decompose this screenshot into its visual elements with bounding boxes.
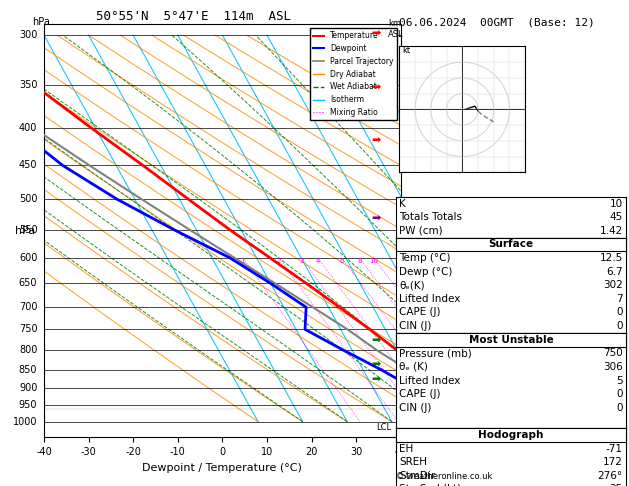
Text: EH: EH — [399, 444, 414, 453]
Text: StmDir: StmDir — [399, 471, 436, 481]
Text: PW (cm): PW (cm) — [399, 226, 443, 236]
Text: 276°: 276° — [598, 471, 623, 481]
Text: 4: 4 — [408, 253, 414, 263]
Text: 10: 10 — [369, 258, 378, 264]
Text: Surface: Surface — [489, 240, 533, 249]
Text: hPa: hPa — [16, 226, 36, 236]
Text: 45: 45 — [610, 212, 623, 222]
Text: 350: 350 — [19, 80, 37, 90]
Text: 600: 600 — [19, 253, 37, 263]
Text: 0: 0 — [616, 403, 623, 413]
Text: Pressure (mb): Pressure (mb) — [399, 348, 472, 358]
Text: SREH: SREH — [399, 457, 428, 467]
Text: Totals Totals: Totals Totals — [399, 212, 462, 222]
Text: StmSpd (kt): StmSpd (kt) — [399, 485, 462, 486]
Text: 302: 302 — [603, 280, 623, 290]
Text: ➡: ➡ — [372, 136, 381, 146]
Text: Hodograph: Hodograph — [479, 430, 543, 440]
Legend: Temperature, Dewpoint, Parcel Trajectory, Dry Adiabat, Wet Adiabat, Isotherm, Mi: Temperature, Dewpoint, Parcel Trajectory… — [309, 28, 397, 120]
Text: Lifted Index: Lifted Index — [399, 376, 461, 385]
Text: 0: 0 — [616, 308, 623, 317]
Text: 4: 4 — [316, 258, 320, 264]
Text: ➡: ➡ — [372, 374, 381, 384]
Text: Lifted Index: Lifted Index — [399, 294, 461, 304]
Text: 3: 3 — [299, 258, 304, 264]
Text: 0: 0 — [616, 389, 623, 399]
Text: 306: 306 — [603, 362, 623, 372]
Text: 850: 850 — [19, 364, 37, 375]
Text: hPa: hPa — [32, 17, 50, 27]
Text: 550: 550 — [19, 225, 37, 235]
Text: 1000: 1000 — [13, 417, 37, 427]
Text: 15: 15 — [395, 258, 404, 264]
Text: LCL: LCL — [376, 423, 391, 432]
Text: 1.42: 1.42 — [599, 226, 623, 236]
Text: θₑ(K): θₑ(K) — [399, 280, 425, 290]
Text: 300: 300 — [19, 30, 37, 40]
Text: 6: 6 — [408, 160, 414, 171]
Text: θₑ (K): θₑ (K) — [399, 362, 428, 372]
Text: 8: 8 — [408, 80, 414, 90]
Text: 06.06.2024  00GMT  (Base: 12): 06.06.2024 00GMT (Base: 12) — [399, 17, 595, 27]
Text: 650: 650 — [19, 278, 37, 288]
Text: ➡: ➡ — [372, 335, 381, 345]
Text: 20: 20 — [415, 258, 423, 264]
Title: 50°55'N  5°47'E  114m  ASL: 50°55'N 5°47'E 114m ASL — [96, 10, 291, 23]
Text: 7: 7 — [408, 122, 414, 133]
Text: 1: 1 — [408, 383, 414, 393]
Text: CIN (J): CIN (J) — [399, 403, 431, 413]
Text: 5: 5 — [616, 376, 623, 385]
Text: K: K — [399, 199, 406, 208]
Text: 5: 5 — [408, 225, 414, 235]
Text: 450: 450 — [19, 160, 37, 171]
Text: ➡: ➡ — [372, 214, 381, 224]
Text: 400: 400 — [19, 122, 37, 133]
Text: 2: 2 — [408, 345, 414, 355]
Text: kt: kt — [403, 46, 411, 55]
Text: 0: 0 — [616, 321, 623, 331]
Text: 3: 3 — [408, 302, 414, 312]
Text: 25: 25 — [430, 258, 438, 264]
Text: 6: 6 — [340, 258, 344, 264]
Text: CIN (J): CIN (J) — [399, 321, 431, 331]
X-axis label: Dewpoint / Temperature (°C): Dewpoint / Temperature (°C) — [142, 463, 303, 473]
Text: 2: 2 — [277, 258, 281, 264]
Text: CAPE (J): CAPE (J) — [399, 389, 441, 399]
Text: 10: 10 — [610, 199, 623, 208]
Text: 800: 800 — [19, 345, 37, 355]
Text: 750: 750 — [19, 324, 37, 334]
Text: 950: 950 — [19, 400, 37, 410]
Text: CAPE (J): CAPE (J) — [399, 308, 441, 317]
Text: 8: 8 — [357, 258, 362, 264]
Text: © weatheronline.co.uk: © weatheronline.co.uk — [396, 472, 493, 481]
Text: ➡: ➡ — [372, 29, 381, 39]
Text: Dewp (°C): Dewp (°C) — [399, 267, 453, 277]
Text: 6.7: 6.7 — [606, 267, 623, 277]
Text: ➡: ➡ — [372, 360, 381, 369]
Text: 172: 172 — [603, 457, 623, 467]
Text: 7: 7 — [616, 294, 623, 304]
Text: km
ASL: km ASL — [388, 19, 404, 39]
Text: Most Unstable: Most Unstable — [469, 335, 554, 345]
Text: ➡: ➡ — [372, 83, 381, 92]
Text: 750: 750 — [603, 348, 623, 358]
Text: 500: 500 — [19, 194, 37, 204]
Text: 12.5: 12.5 — [599, 253, 623, 263]
Text: 900: 900 — [19, 383, 37, 393]
Text: 35: 35 — [610, 485, 623, 486]
Text: Temp (°C): Temp (°C) — [399, 253, 451, 263]
Text: 700: 700 — [19, 302, 37, 312]
Text: -71: -71 — [606, 444, 623, 453]
Text: 1: 1 — [240, 258, 245, 264]
